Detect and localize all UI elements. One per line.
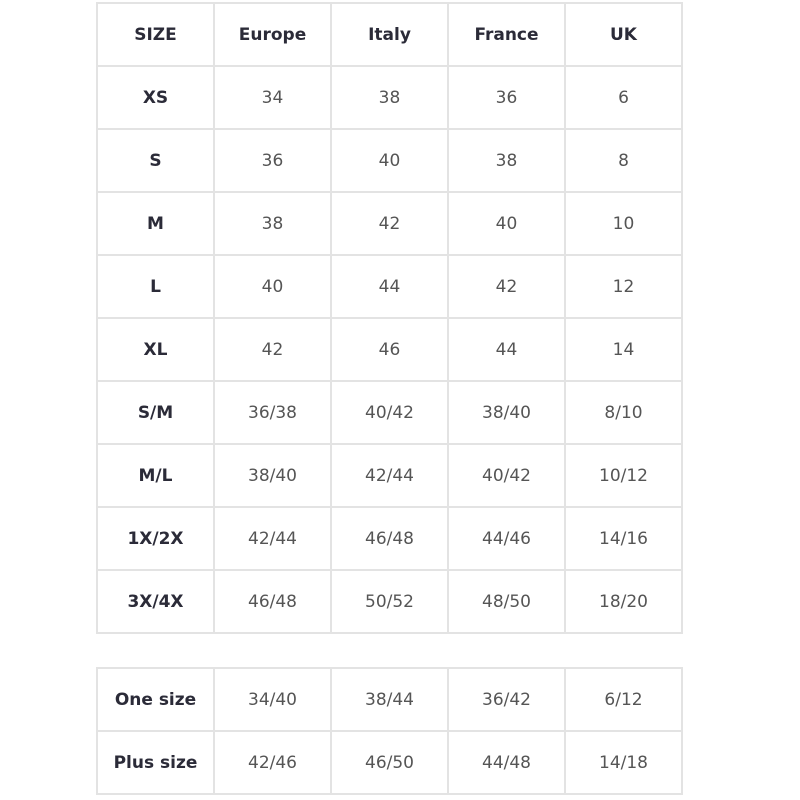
size-value-cell: 36 xyxy=(213,128,332,193)
size-value-cell: 50/52 xyxy=(330,569,449,634)
size-label-cell: M xyxy=(96,191,215,256)
column-header: France xyxy=(447,2,566,67)
size-value-cell: 44/48 xyxy=(447,730,566,795)
size-value-cell: 34/40 xyxy=(213,667,332,732)
table-row: 1X/2X 42/44 46/48 44/46 14/16 xyxy=(96,506,683,571)
size-label-cell: S xyxy=(96,128,215,193)
size-value-cell: 42/44 xyxy=(213,506,332,571)
size-value-cell: 42 xyxy=(213,317,332,382)
table-row: M/L 38/40 42/44 40/42 10/12 xyxy=(96,443,683,508)
size-value-cell: 46 xyxy=(330,317,449,382)
size-value-cell: 38/40 xyxy=(447,380,566,445)
size-label-cell: One size xyxy=(96,667,215,732)
size-value-cell: 38 xyxy=(330,65,449,130)
size-value-cell: 36/38 xyxy=(213,380,332,445)
table-row: S 36 40 38 8 xyxy=(96,128,683,193)
size-value-cell: 8 xyxy=(564,128,683,193)
size-value-cell: 40 xyxy=(330,128,449,193)
size-value-cell: 44/46 xyxy=(447,506,566,571)
size-value-cell: 44 xyxy=(330,254,449,319)
table-row: L 40 44 42 12 xyxy=(96,254,683,319)
size-value-cell: 42 xyxy=(447,254,566,319)
size-value-cell: 42/44 xyxy=(330,443,449,508)
size-value-cell: 10/12 xyxy=(564,443,683,508)
size-value-cell: 8/10 xyxy=(564,380,683,445)
size-label-cell: XL xyxy=(96,317,215,382)
table-row: XS 34 38 36 6 xyxy=(96,65,683,130)
size-value-cell: 38/40 xyxy=(213,443,332,508)
size-label-cell: 1X/2X xyxy=(96,506,215,571)
column-header: UK xyxy=(564,2,683,67)
size-value-cell: 14/18 xyxy=(564,730,683,795)
size-value-cell: 38/44 xyxy=(330,667,449,732)
size-label-cell: 3X/4X xyxy=(96,569,215,634)
size-label-cell: XS xyxy=(96,65,215,130)
size-label-cell: L xyxy=(96,254,215,319)
table-row: S/M 36/38 40/42 38/40 8/10 xyxy=(96,380,683,445)
size-value-cell: 36/42 xyxy=(447,667,566,732)
column-header: Europe xyxy=(213,2,332,67)
size-value-cell: 46/48 xyxy=(213,569,332,634)
column-header: Italy xyxy=(330,2,449,67)
size-value-cell: 18/20 xyxy=(564,569,683,634)
size-label-cell: S/M xyxy=(96,380,215,445)
size-value-cell: 38 xyxy=(213,191,332,256)
column-header: SIZE xyxy=(96,2,215,67)
size-value-cell: 10 xyxy=(564,191,683,256)
size-value-cell: 6/12 xyxy=(564,667,683,732)
table-row: M 38 42 40 10 xyxy=(96,191,683,256)
size-value-cell: 14 xyxy=(564,317,683,382)
table-row: Plus size 42/46 46/50 44/48 14/18 xyxy=(96,730,683,795)
size-value-cell: 36 xyxy=(447,65,566,130)
size-value-cell: 44 xyxy=(447,317,566,382)
table-row: XL 42 46 44 14 xyxy=(96,317,683,382)
special-size-table: One size 34/40 38/44 36/42 6/12 Plus size 42/4… xyxy=(96,667,683,795)
size-value-cell: 48/50 xyxy=(447,569,566,634)
size-value-cell: 40/42 xyxy=(447,443,566,508)
table-row: One size 34/40 38/44 36/42 6/12 xyxy=(96,667,683,732)
size-value-cell: 34 xyxy=(213,65,332,130)
size-value-cell: 40 xyxy=(447,191,566,256)
size-value-cell: 12 xyxy=(564,254,683,319)
size-chart-table: SIZE Europe Italy France UK XS 34 38 36 6 S 36 40 38 8… xyxy=(96,2,683,634)
size-value-cell: 38 xyxy=(447,128,566,193)
table-row: 3X/4X 46/48 50/52 48/50 18/20 xyxy=(96,569,683,634)
size-value-cell: 42/46 xyxy=(213,730,332,795)
size-value-cell: 40/42 xyxy=(330,380,449,445)
header-row: SIZE Europe Italy France UK xyxy=(96,2,683,67)
size-value-cell: 46/50 xyxy=(330,730,449,795)
size-label-cell: M/L xyxy=(96,443,215,508)
size-value-cell: 40 xyxy=(213,254,332,319)
size-value-cell: 46/48 xyxy=(330,506,449,571)
size-label-cell: Plus size xyxy=(96,730,215,795)
size-value-cell: 42 xyxy=(330,191,449,256)
size-value-cell: 14/16 xyxy=(564,506,683,571)
size-value-cell: 6 xyxy=(564,65,683,130)
